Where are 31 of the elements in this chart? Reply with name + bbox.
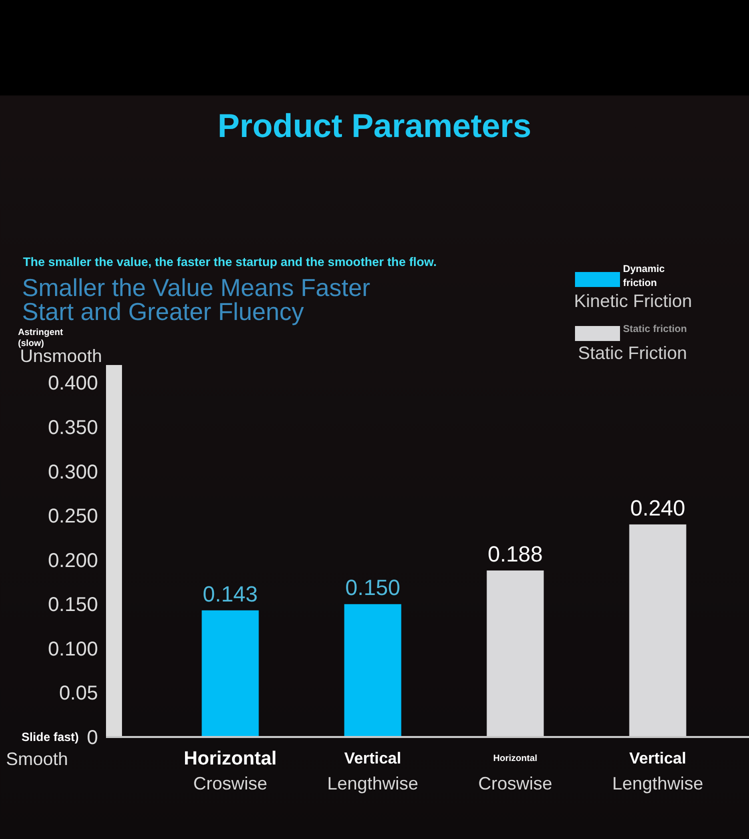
data-label: 0.240 xyxy=(630,495,686,520)
bar xyxy=(629,524,686,737)
bar xyxy=(344,604,402,737)
bar xyxy=(202,610,259,737)
x-tick-label: Horizontal Croswise xyxy=(478,753,552,794)
data-label: 0.188 xyxy=(488,541,543,566)
data-label: 0.150 xyxy=(345,575,400,600)
y-tick-label: 0 xyxy=(86,727,98,749)
text: Smooth xyxy=(6,749,68,769)
y-tick-label: 0.150 xyxy=(48,594,98,616)
text: Slide fast) xyxy=(21,730,79,744)
chart-subtitle: Smaller the Value Means Faster Start and Greater Fluency xyxy=(22,275,370,326)
legend-label: Static Friction xyxy=(578,343,688,363)
text: Dynamic friction xyxy=(623,264,666,289)
x-tick-label: Vertical Lengthwise xyxy=(327,750,418,794)
y-tick-label: 0.350 xyxy=(48,417,98,439)
data-label: 0.143 xyxy=(202,581,258,606)
y-tick-label: 0.400 xyxy=(48,372,98,395)
text: The smaller the value, the faster the startup and the smoother the flow. xyxy=(23,255,437,269)
y-tick-label: 0.250 xyxy=(48,506,98,528)
x-tick-label: Vertical Lengthwise xyxy=(612,750,704,794)
legend-label: Kinetic Friction xyxy=(574,291,692,311)
x-tick-label: Horizontal Croswise xyxy=(184,748,277,794)
chart-title: Product Parameters xyxy=(218,107,532,144)
bar xyxy=(486,570,544,737)
y-tick-label: 0.100 xyxy=(48,638,98,660)
text: Static friction xyxy=(623,324,687,335)
y-tick-label: 0.200 xyxy=(48,550,98,572)
y-tick-label: 0.300 xyxy=(48,461,98,484)
text: Astringent (slow) xyxy=(18,327,64,348)
y-tick-label: 0.05 xyxy=(59,682,98,705)
